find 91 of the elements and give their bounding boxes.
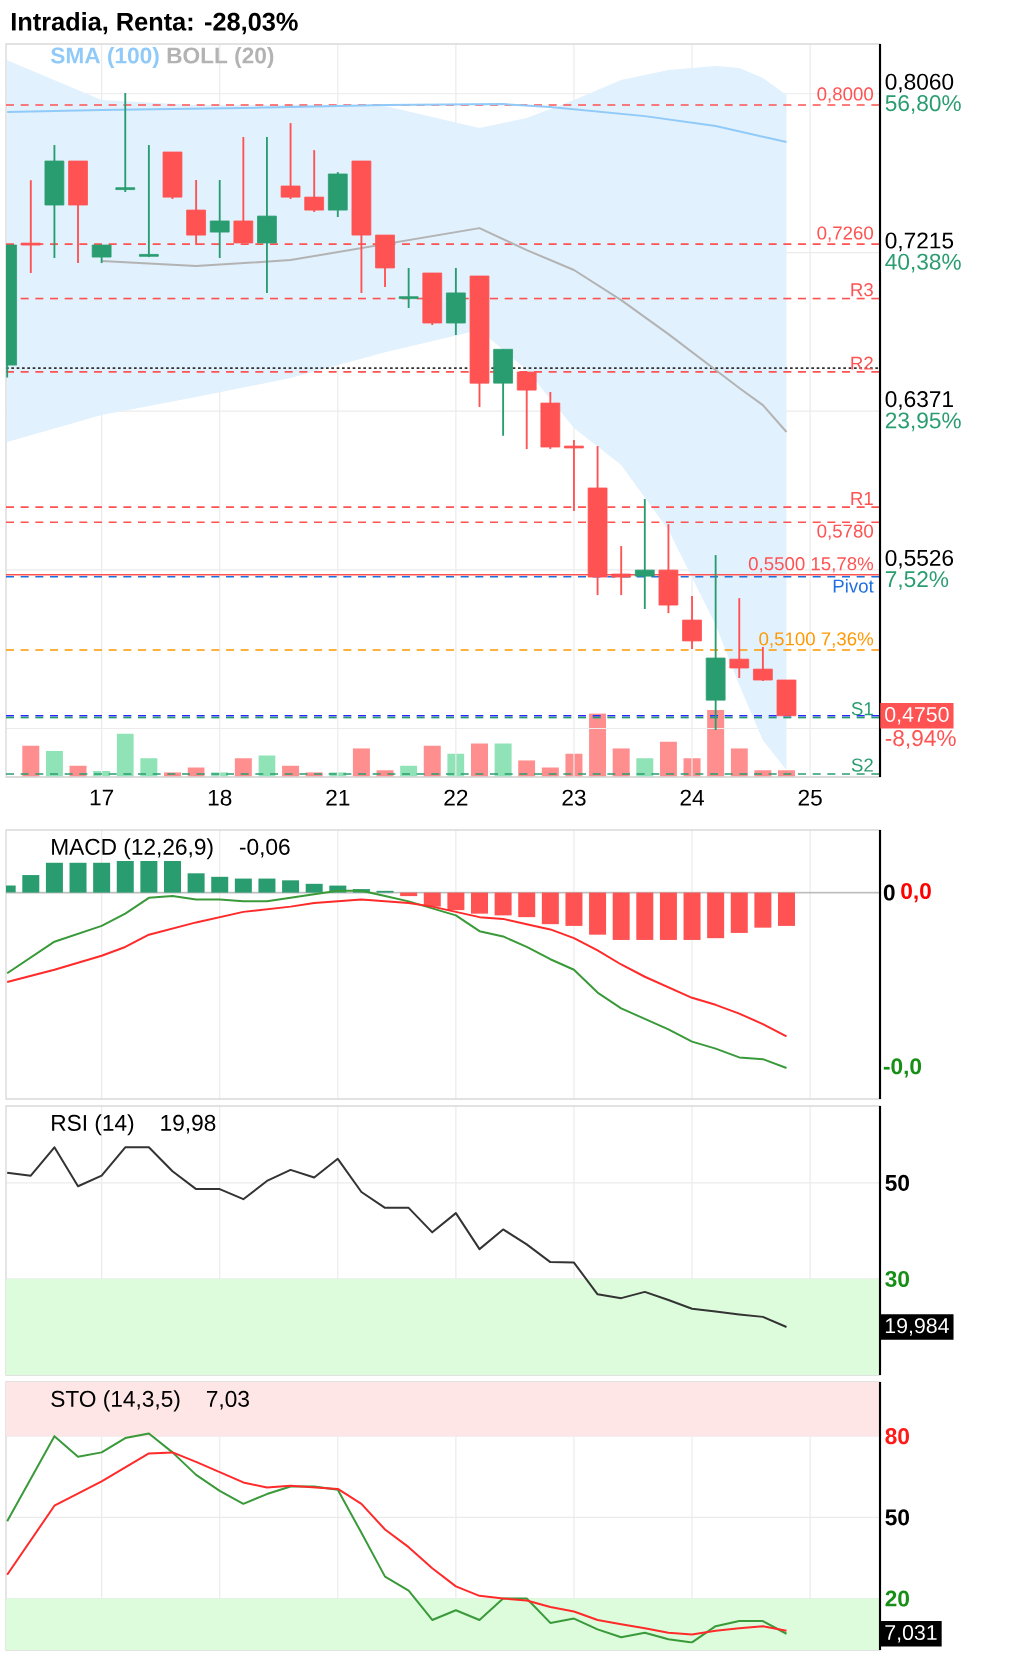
ref-line-label: 0,7260 — [817, 226, 874, 242]
chart-subtitle: 7,03 — [206, 1390, 249, 1410]
bar — [730, 748, 748, 777]
ref-line-label: 0,5500 15,78% — [748, 557, 874, 573]
chart-title: RSI (14) — [52, 1114, 134, 1136]
x-tick-label: 24 — [680, 789, 704, 806]
bar — [659, 741, 677, 777]
bar — [258, 878, 276, 893]
y2-tick-label: 23,95% — [885, 412, 961, 432]
bar — [22, 875, 40, 893]
y2-tick-label: -8,94% — [885, 730, 956, 749]
x-tick-label: 21 — [326, 789, 350, 806]
x-tick-label: 25 — [798, 789, 822, 806]
ref-line-label: 0,8000 — [817, 87, 874, 103]
y2-tick-label: 7,52% — [885, 571, 949, 590]
bar — [707, 892, 725, 939]
bar — [707, 710, 725, 777]
bar — [423, 892, 441, 907]
bar — [494, 892, 512, 916]
bar — [683, 892, 701, 940]
ref-line-label: R1 — [851, 492, 873, 505]
text: 0,0 — [901, 882, 931, 903]
y-tick-label: 50 — [885, 1174, 909, 1191]
y-tick-label: 0,6371 — [885, 391, 953, 410]
series-label: SMA (100) — [50, 46, 159, 69]
bar — [589, 713, 607, 777]
bar — [93, 862, 111, 893]
ref-line-label: Pivot — [833, 578, 874, 593]
ref-line-label: S1 — [851, 702, 873, 716]
bar — [494, 743, 512, 777]
y-tick-label: 0,5526 — [885, 549, 954, 569]
bar — [234, 878, 252, 893]
chart-subtitle: 19,98 — [161, 1114, 216, 1134]
ref-line-label: 0,5780 — [817, 524, 874, 540]
bar — [612, 748, 630, 777]
ref-line-label: S2 — [851, 758, 873, 772]
ref-line-label: R2 — [851, 356, 873, 370]
y-tick-label: 20 — [885, 1590, 909, 1607]
bar — [518, 892, 536, 918]
chart-title: Intradia, Renta: -28,03% — [11, 12, 298, 35]
bar — [187, 873, 205, 893]
bar — [730, 892, 748, 933]
bar — [305, 883, 323, 893]
text: 19,984 — [885, 1318, 949, 1336]
chart-subtitle: -0,06 — [239, 838, 290, 858]
bar — [659, 892, 677, 940]
bar — [140, 758, 158, 777]
bar — [636, 892, 654, 940]
x-tick-label: 22 — [444, 789, 468, 806]
x-tick-label: 23 — [562, 789, 586, 806]
text: 0 — [883, 884, 895, 901]
ref-line-label: R3 — [851, 283, 873, 297]
bar — [282, 880, 300, 893]
line-series — [6, 1146, 788, 1328]
y-tick-label: 50 — [885, 1509, 909, 1526]
bar — [211, 876, 229, 893]
y2-tick-label: 56,80% — [885, 95, 961, 114]
bar — [234, 758, 252, 777]
bar — [22, 745, 40, 777]
bar — [471, 743, 488, 777]
y2-tick-label: 40,38% — [885, 253, 961, 273]
bar — [116, 861, 134, 893]
text: 7,031 — [885, 1624, 937, 1643]
bar — [565, 892, 583, 926]
bar — [754, 892, 772, 928]
text: 0,4750 — [885, 706, 949, 725]
bar — [352, 748, 370, 777]
bar — [612, 892, 630, 940]
bar — [140, 861, 158, 893]
bar — [589, 892, 607, 935]
y-tick-label: 0,8060 — [885, 73, 954, 93]
bar — [69, 862, 87, 893]
bar — [636, 758, 654, 777]
bar — [778, 892, 795, 926]
bar — [163, 861, 181, 893]
chart-title: STO (14,3,5) — [51, 1390, 180, 1412]
bar — [423, 745, 441, 777]
chart-title: MACD (12,26,9) — [52, 838, 213, 860]
text: BOLL (20) — [167, 46, 274, 69]
ref-line-label: 0,5100 7,36% — [759, 632, 874, 648]
x-tick-label: 17 — [90, 789, 114, 806]
bar — [471, 892, 488, 914]
bar — [45, 750, 63, 777]
bar — [45, 862, 63, 893]
y-tick-label: 80 — [885, 1428, 909, 1445]
bar — [541, 892, 559, 925]
x-tick-label: 18 — [208, 789, 232, 806]
text: -0,0 — [883, 1058, 922, 1078]
bar — [447, 892, 465, 911]
y-tick-label: 30 — [885, 1270, 909, 1287]
y-tick-label: 0,7215 — [885, 232, 954, 252]
